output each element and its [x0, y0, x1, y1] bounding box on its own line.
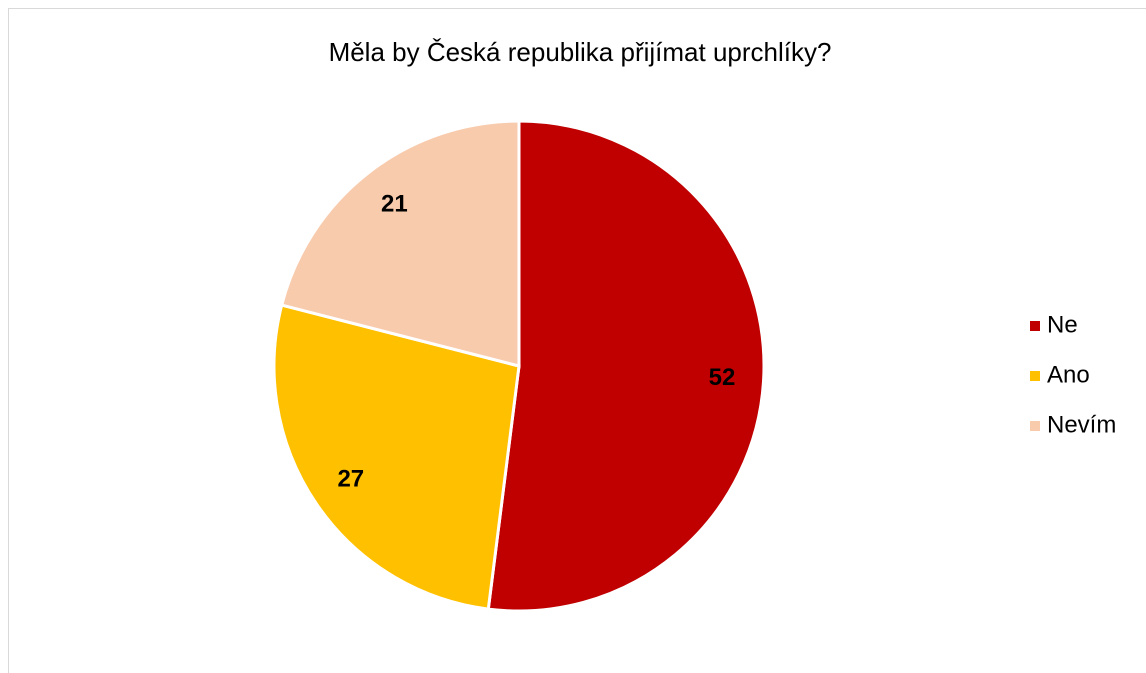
data-label: 52	[709, 364, 736, 391]
legend-label: Nevím	[1047, 411, 1116, 438]
data-label: 27	[337, 466, 364, 493]
legend-label: Ano	[1047, 361, 1090, 388]
chart-title: Měla by Česká republika přijímat uprchlí…	[329, 37, 832, 67]
legend-swatch	[1030, 371, 1040, 381]
legend-label: Ne	[1047, 311, 1078, 338]
legend-swatch	[1030, 421, 1040, 431]
pie-slice	[279, 119, 521, 368]
pie-slice	[272, 303, 521, 611]
data-label: 21	[381, 191, 408, 218]
pie-slice	[486, 119, 766, 613]
legend-swatch	[1030, 321, 1040, 331]
